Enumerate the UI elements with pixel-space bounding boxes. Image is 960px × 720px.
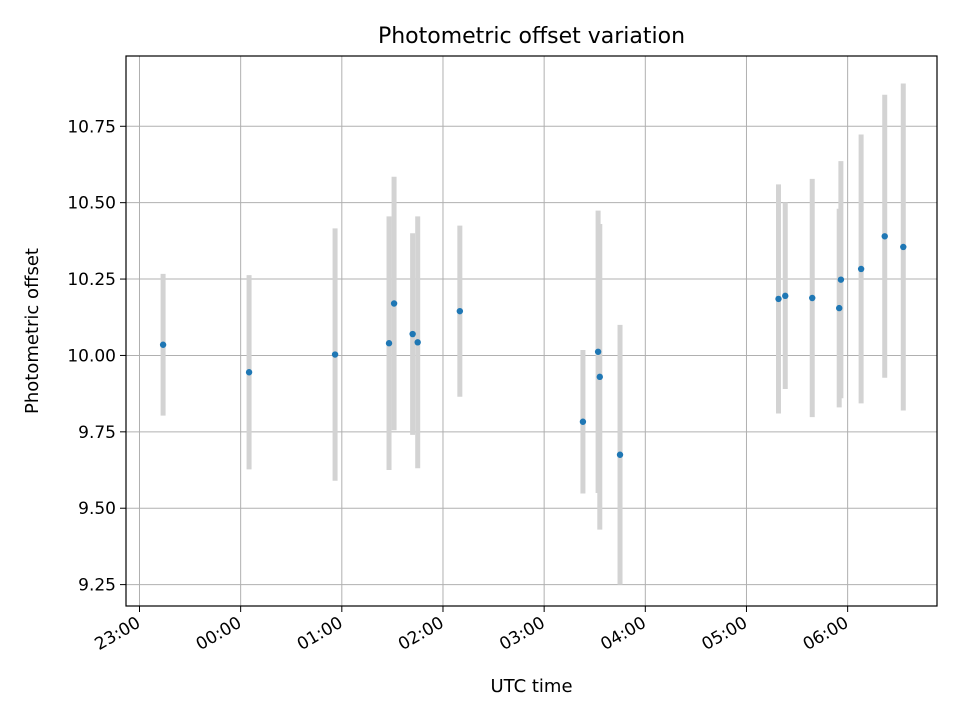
data-point: [579, 418, 587, 425]
data-point: [159, 341, 167, 348]
y-tick-label: 9.75: [78, 423, 116, 443]
error-bars: [160, 83, 906, 585]
data-point: [594, 348, 602, 355]
x-tick-label: 02:00: [395, 613, 447, 655]
y-tick-label: 10.25: [67, 270, 116, 290]
data-point: [809, 294, 816, 302]
data-point: [414, 339, 421, 346]
y-tick-label: 10.50: [67, 194, 116, 214]
data-point: [900, 243, 907, 251]
data-point: [881, 233, 888, 240]
y-tick-label: 10.00: [67, 346, 116, 366]
data-points: [159, 233, 907, 458]
x-tick-label: 23:00: [92, 613, 144, 655]
data-point: [775, 295, 782, 303]
y-axis-label: Photometric offset: [22, 248, 43, 414]
data-point: [836, 304, 843, 312]
y-axis: 9.25 9.50 9.75 10.00 10.25 10.50 10.75: [67, 117, 126, 596]
data-point: [409, 330, 416, 338]
x-axis-label: UTC time: [490, 676, 572, 697]
plot-area-frame: [125, 55, 938, 607]
data-point: [245, 369, 253, 376]
y-tick-label: 9.50: [78, 499, 116, 519]
data-point: [782, 292, 789, 300]
data-point: [837, 276, 845, 283]
gridlines: [126, 56, 937, 606]
data-point: [331, 351, 339, 358]
x-tick-label: 04:00: [597, 613, 649, 655]
x-tick-label: 01:00: [294, 613, 346, 655]
data-point: [857, 265, 865, 273]
chart-title: Photometric offset variation: [378, 24, 685, 49]
x-tick-label: 00:00: [193, 613, 245, 655]
x-tick-label: 06:00: [800, 613, 852, 655]
x-tick-label: 05:00: [699, 613, 751, 655]
y-tick-label: 9.25: [78, 576, 116, 596]
data-point: [456, 307, 464, 315]
x-tick-label: 03:00: [496, 613, 548, 655]
data-point: [596, 373, 603, 381]
data-point: [616, 451, 624, 458]
data-point: [390, 300, 398, 307]
y-tick-label: 10.75: [67, 117, 116, 137]
data-point: [385, 340, 393, 347]
x-axis: 23:00 00:00 01:00 02:00 03:00 04:00 05:00 06:00: [92, 606, 852, 655]
